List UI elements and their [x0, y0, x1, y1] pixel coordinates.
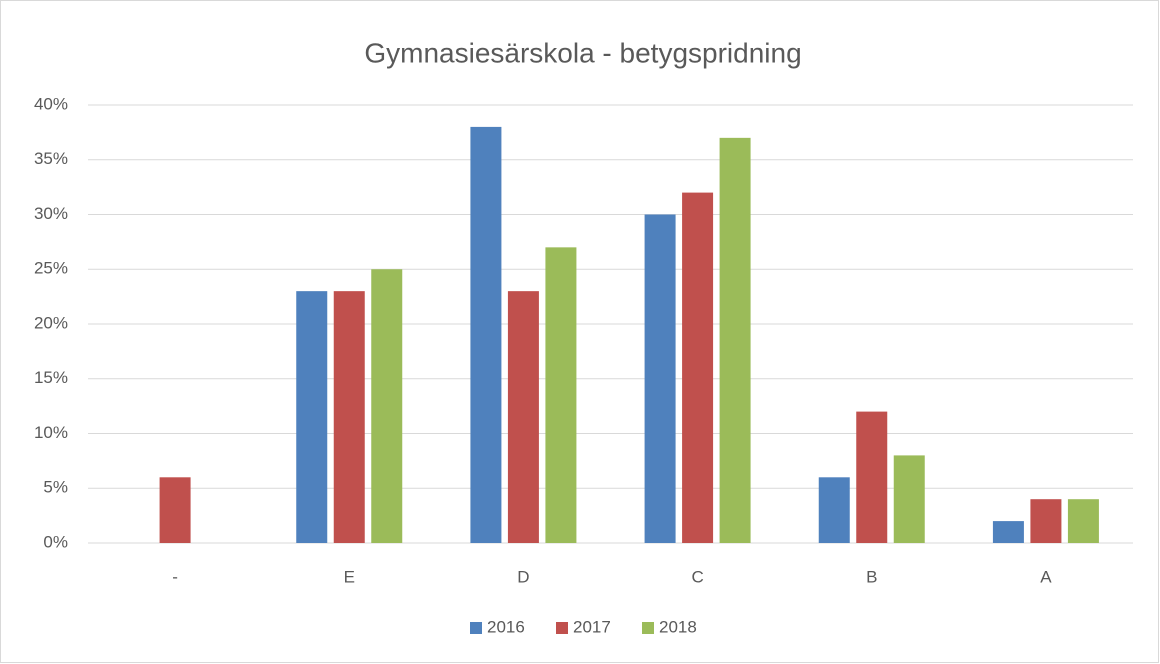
chart-title: Gymnasiesärskola - betygspridning — [364, 37, 801, 68]
legend-label: 2018 — [659, 617, 697, 636]
x-tick-label: C — [691, 567, 703, 586]
bar — [371, 269, 403, 543]
bar — [992, 521, 1024, 543]
legend-swatch — [642, 622, 654, 634]
bar — [682, 192, 714, 543]
legend-label: 2017 — [573, 617, 611, 636]
bar — [507, 291, 539, 543]
y-tick-label: 35% — [34, 149, 68, 168]
y-tick-label: 30% — [34, 204, 68, 223]
bar — [159, 477, 191, 543]
x-tick-label: A — [1040, 567, 1052, 586]
bar — [333, 291, 365, 543]
bar — [719, 137, 751, 543]
x-tick-label: E — [344, 567, 355, 586]
y-tick-label: 0% — [43, 532, 68, 551]
bar — [893, 455, 925, 543]
y-tick-label: 5% — [43, 478, 68, 497]
legend-label: 2016 — [487, 617, 525, 636]
y-tick-label: 15% — [34, 368, 68, 387]
y-tick-label: 20% — [34, 313, 68, 332]
bar — [644, 214, 676, 543]
x-tick-label: D — [517, 567, 529, 586]
bar — [296, 291, 328, 543]
legend-swatch — [470, 622, 482, 634]
bar — [1067, 499, 1099, 543]
bar — [818, 477, 850, 543]
x-tick-label: - — [172, 567, 178, 586]
bar — [856, 411, 888, 543]
bar — [1030, 499, 1062, 543]
x-tick-label: B — [866, 567, 877, 586]
y-tick-label: 10% — [34, 423, 68, 442]
bar — [470, 126, 502, 544]
y-tick-label: 25% — [34, 259, 68, 278]
legend-swatch — [556, 622, 568, 634]
bar — [545, 247, 577, 543]
y-tick-label: 40% — [34, 94, 68, 113]
